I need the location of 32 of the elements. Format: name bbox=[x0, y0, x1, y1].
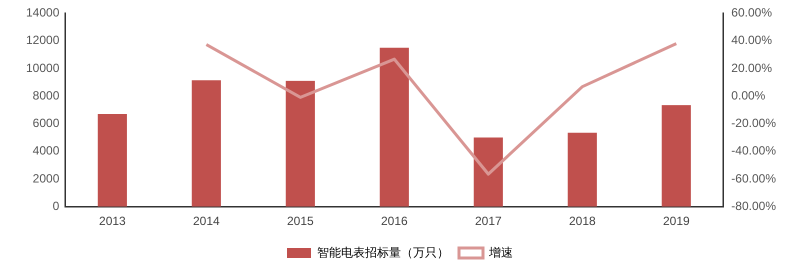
y-tick-label: 0 bbox=[52, 198, 60, 213]
x-tick-label: 2014 bbox=[193, 214, 220, 228]
bar bbox=[380, 48, 409, 207]
y2-tick-label: 40.00% bbox=[731, 33, 772, 48]
bar bbox=[286, 80, 315, 207]
bar bbox=[98, 114, 127, 207]
x-tick-label: 2017 bbox=[474, 214, 502, 228]
y2-tick-label: -40.00% bbox=[731, 144, 776, 158]
y2-tick-label: -20.00% bbox=[731, 116, 776, 130]
y2-tick-label: 20.00% bbox=[731, 60, 772, 75]
y-tick-label: 4000 bbox=[32, 144, 60, 158]
x-tick-label: 2016 bbox=[380, 214, 408, 228]
y-tick-label: 2000 bbox=[32, 171, 60, 186]
y2-tick-label: -60.00% bbox=[731, 171, 776, 186]
y2-tick-label: 0.00% bbox=[731, 88, 766, 102]
y-tick-label: 8000 bbox=[32, 88, 60, 102]
x-tick-label: 2018 bbox=[568, 214, 596, 228]
bar bbox=[474, 138, 503, 207]
y-tick-label: 12000 bbox=[26, 33, 60, 48]
bar bbox=[192, 80, 221, 207]
y-tick-label: 6000 bbox=[32, 116, 60, 130]
y-tick-label: 14000 bbox=[26, 6, 60, 20]
x-tick-label: 2013 bbox=[99, 214, 126, 228]
y-tick-label: 10000 bbox=[26, 60, 60, 75]
bar bbox=[568, 132, 597, 207]
bar bbox=[662, 105, 691, 207]
y2-tick-label: -80.00% bbox=[731, 198, 776, 213]
y2-tick-label: 60.00% bbox=[731, 6, 772, 20]
x-tick-label: 2015 bbox=[286, 214, 314, 228]
legend-label: 智能电表招标量（万只） bbox=[317, 245, 449, 260]
legend-label: 增速 bbox=[488, 245, 513, 260]
x-tick-label: 2019 bbox=[662, 214, 690, 228]
